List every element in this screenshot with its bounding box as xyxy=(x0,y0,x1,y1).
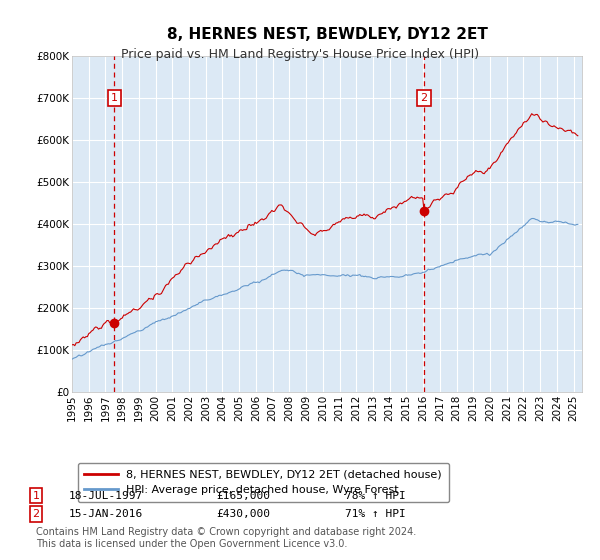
Text: 2: 2 xyxy=(32,509,40,519)
Text: 1: 1 xyxy=(111,93,118,103)
Text: 78% ↑ HPI: 78% ↑ HPI xyxy=(345,491,406,501)
Legend: 8, HERNES NEST, BEWDLEY, DY12 2ET (detached house), HPI: Average price, detached: 8, HERNES NEST, BEWDLEY, DY12 2ET (detac… xyxy=(77,463,449,502)
Text: Price paid vs. HM Land Registry's House Price Index (HPI): Price paid vs. HM Land Registry's House … xyxy=(121,48,479,60)
Text: 71% ↑ HPI: 71% ↑ HPI xyxy=(345,509,406,519)
Text: 15-JAN-2016: 15-JAN-2016 xyxy=(69,509,143,519)
Text: 18-JUL-1997: 18-JUL-1997 xyxy=(69,491,143,501)
Title: 8, HERNES NEST, BEWDLEY, DY12 2ET: 8, HERNES NEST, BEWDLEY, DY12 2ET xyxy=(167,27,487,43)
Text: £165,000: £165,000 xyxy=(216,491,270,501)
Text: £430,000: £430,000 xyxy=(216,509,270,519)
Text: 1: 1 xyxy=(32,491,40,501)
Text: 2: 2 xyxy=(420,93,427,103)
Text: Contains HM Land Registry data © Crown copyright and database right 2024.
This d: Contains HM Land Registry data © Crown c… xyxy=(36,527,416,549)
